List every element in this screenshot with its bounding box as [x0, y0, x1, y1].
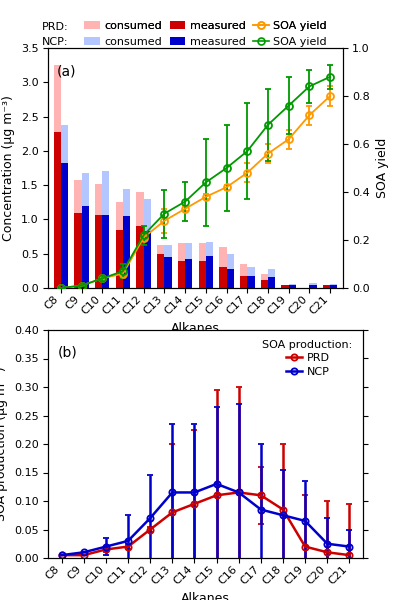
Bar	[81, 206, 89, 288]
Bar	[54, 133, 61, 288]
Bar	[310, 283, 317, 288]
Bar	[199, 244, 206, 288]
Bar	[240, 277, 247, 288]
Bar	[323, 284, 330, 288]
Bar	[185, 243, 192, 288]
Y-axis label: Concentration (μg m⁻³): Concentration (μg m⁻³)	[2, 95, 15, 241]
Bar	[164, 245, 172, 288]
Bar	[143, 231, 151, 288]
Bar	[164, 257, 172, 288]
Bar	[123, 216, 130, 288]
Bar	[289, 285, 296, 288]
Bar	[102, 215, 110, 288]
Bar	[226, 254, 234, 288]
Bar	[74, 212, 81, 288]
Bar	[116, 230, 123, 288]
Bar	[61, 125, 68, 288]
X-axis label: Alkanes: Alkanes	[171, 322, 220, 335]
Bar	[206, 242, 213, 288]
Bar	[136, 192, 143, 288]
Text: PRD:: PRD:	[42, 22, 69, 32]
Bar	[81, 173, 89, 288]
Bar	[54, 65, 61, 288]
Y-axis label: SOA yield: SOA yield	[376, 138, 388, 198]
Bar	[74, 181, 81, 288]
Bar	[240, 264, 247, 288]
Text: (a): (a)	[57, 65, 77, 79]
Bar	[143, 199, 151, 288]
Bar	[261, 280, 268, 288]
X-axis label: Alkanes: Alkanes	[181, 592, 230, 600]
Bar	[206, 256, 213, 288]
Bar	[261, 274, 268, 288]
Bar	[323, 285, 330, 288]
Text: NCP:: NCP:	[42, 37, 69, 47]
Bar	[95, 184, 102, 288]
Legend: consumed, measured, SOA yield: consumed, measured, SOA yield	[84, 20, 327, 31]
Bar	[281, 285, 289, 288]
Bar	[61, 163, 68, 288]
Bar	[330, 284, 337, 288]
Bar	[95, 215, 102, 288]
Bar	[289, 284, 296, 288]
Bar	[116, 202, 123, 288]
Bar	[185, 259, 192, 288]
Bar	[157, 245, 164, 288]
Legend: PRD, NCP: PRD, NCP	[258, 335, 357, 381]
Bar	[123, 188, 130, 288]
Bar	[178, 260, 185, 288]
Bar	[136, 226, 143, 288]
Bar	[268, 269, 275, 288]
Bar	[247, 268, 255, 288]
Bar	[310, 285, 317, 288]
Bar	[178, 244, 185, 288]
Bar	[219, 268, 226, 288]
Bar	[268, 277, 275, 288]
Legend: consumed, measured, SOA yield: consumed, measured, SOA yield	[84, 37, 327, 47]
Bar	[219, 247, 226, 288]
Bar	[281, 284, 289, 288]
Bar	[102, 172, 110, 288]
Bar	[226, 269, 234, 288]
Text: (b): (b)	[58, 346, 77, 360]
Bar	[330, 285, 337, 288]
Y-axis label: SOA production (μg m⁻³): SOA production (μg m⁻³)	[0, 367, 8, 521]
Bar	[199, 260, 206, 288]
Bar	[247, 277, 255, 288]
Bar	[157, 254, 164, 288]
